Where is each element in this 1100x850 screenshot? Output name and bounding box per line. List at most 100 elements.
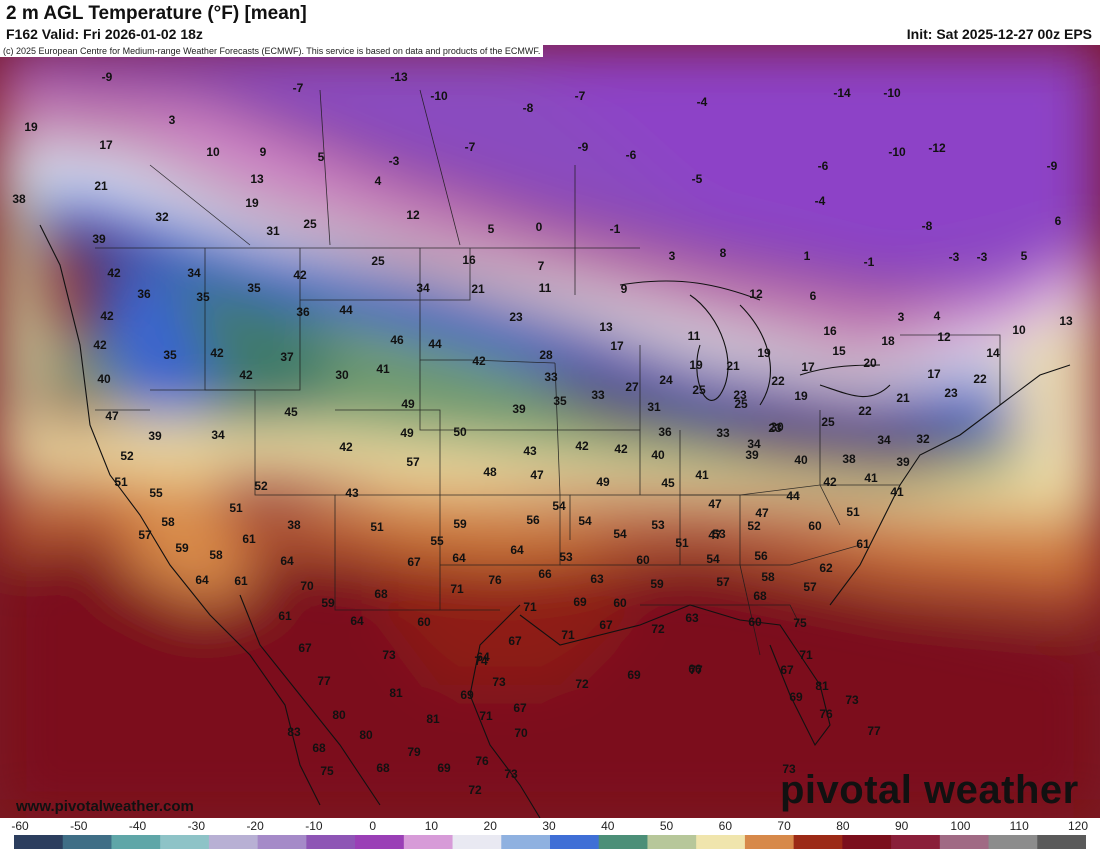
temperature-value: 68 xyxy=(374,587,388,601)
temperature-value: -13 xyxy=(390,70,408,84)
legend-tick-label: 0 xyxy=(369,819,376,833)
temperature-value: 42 xyxy=(93,338,107,352)
temperature-value: -1 xyxy=(864,255,875,269)
temperature-value: 19 xyxy=(245,196,259,210)
temperature-value: -14 xyxy=(833,86,851,100)
temperature-value: 12 xyxy=(937,330,951,344)
temperature-value: 34 xyxy=(211,428,225,442)
temperature-value: 76 xyxy=(819,707,833,721)
map-header: 2 m AGL Temperature (°F) [mean] F162 Val… xyxy=(0,0,1100,45)
legend-color-swatch xyxy=(842,835,892,849)
temperature-value: 67 xyxy=(508,634,522,648)
temperature-value: 33 xyxy=(716,426,730,440)
temperature-value: 16 xyxy=(462,253,476,267)
temperature-value: 8 xyxy=(720,246,727,260)
temperature-value: 15 xyxy=(832,344,846,358)
temperature-value: 36 xyxy=(296,305,310,319)
legend-color-swatch xyxy=(1037,835,1086,849)
temperature-value: 40 xyxy=(794,453,808,467)
temperature-value: -10 xyxy=(883,86,901,100)
temperature-value: 32 xyxy=(155,210,169,224)
temperature-value: 83 xyxy=(287,725,301,739)
init-time: Init: Sat 2025-12-27 00z EPS xyxy=(906,26,1092,42)
temperature-value: 18 xyxy=(881,334,895,348)
temperature-value: 77 xyxy=(317,674,331,688)
temperature-value: 19 xyxy=(24,120,38,134)
temperature-value: 51 xyxy=(114,475,128,489)
temperature-value: 50 xyxy=(453,425,467,439)
temperature-value: 21 xyxy=(896,391,910,405)
temperature-value: 38 xyxy=(842,452,856,466)
temperature-value: 55 xyxy=(430,534,444,548)
temperature-map[interactable]: -9 -7 -13 -10 -8 -7 -4 -14 -10 19 3 17 10 9 5 -3 -7 -9 -6-… xyxy=(0,45,1100,818)
temperature-value: 54 xyxy=(613,527,627,541)
temperature-value: 64 xyxy=(195,573,209,587)
temperature-value: 37 xyxy=(280,350,294,364)
temperature-value: -3 xyxy=(949,250,960,264)
temperature-value: 13 xyxy=(1059,314,1073,328)
temperature-value: 30 xyxy=(770,420,784,434)
temperature-value: 41 xyxy=(864,471,878,485)
temperature-value: 39 xyxy=(745,448,759,462)
temperature-value: 25 xyxy=(692,383,706,397)
legend-ticks: -60 -50 -40 -30 -20 -10 0 10 20 30 40 50 60 70 80 90 100… xyxy=(0,819,1100,833)
temperature-value: 25 xyxy=(371,254,385,268)
temperature-value: 66 xyxy=(538,567,552,581)
temperature-value: -3 xyxy=(389,154,400,168)
legend-tick-label: 40 xyxy=(601,819,615,833)
temperature-value: 47 xyxy=(755,506,769,520)
temperature-value: 20 xyxy=(863,356,877,370)
temperature-value: 64 xyxy=(476,650,490,664)
temperature-value: 69 xyxy=(789,690,803,704)
temperature-value: 51 xyxy=(370,520,384,534)
temperature-value: 71 xyxy=(561,628,575,642)
temperature-value: 34 xyxy=(747,437,761,451)
legend-tick-label: 50 xyxy=(659,819,674,833)
temperature-value: 69 xyxy=(627,668,641,682)
brand-logo: pivotal weather xyxy=(780,768,1079,812)
legend-tick-label: 10 xyxy=(424,819,439,833)
temperature-value: -4 xyxy=(697,95,708,109)
legend-tick-label: -30 xyxy=(187,819,205,833)
temperature-value: 35 xyxy=(163,348,177,362)
temperature-value: 39 xyxy=(512,402,526,416)
temperature-value: -5 xyxy=(692,172,703,186)
temperature-value: -12 xyxy=(928,141,946,155)
temperature-value: 3 xyxy=(898,310,905,324)
temperature-value: 24 xyxy=(659,373,673,387)
temperature-value: 73 xyxy=(782,762,796,776)
temperature-value: 57 xyxy=(803,580,817,594)
legend-tick-label: 120 xyxy=(1067,819,1089,833)
temperature-value: 53 xyxy=(712,527,726,541)
temperature-value: 67 xyxy=(513,701,527,715)
temperature-value: 42 xyxy=(575,439,589,453)
legend-color-swatch xyxy=(598,835,648,849)
website-link[interactable]: www.pivotalweather.com xyxy=(16,798,194,815)
temperature-value: 71 xyxy=(799,648,813,662)
legend-tick-label: -10 xyxy=(305,819,323,833)
temperature-value: 44 xyxy=(428,337,442,351)
temperature-value: 47 xyxy=(105,409,119,423)
temperature-value: 5 xyxy=(1021,249,1028,263)
temperature-value: -4 xyxy=(815,194,826,208)
temperature-value: -6 xyxy=(818,159,829,173)
temperature-value: 54 xyxy=(552,499,566,513)
temperature-value: 73 xyxy=(845,693,859,707)
temperature-value: 64 xyxy=(510,543,524,557)
temperature-value: 59 xyxy=(453,517,467,531)
temperature-value: 25 xyxy=(734,397,748,411)
temperature-value: 72 xyxy=(575,677,589,691)
temperature-value: 77 xyxy=(867,724,881,738)
temperature-value: 19 xyxy=(794,389,808,403)
temperature-value: 51 xyxy=(675,536,689,550)
temperature-value: 17 xyxy=(610,339,624,353)
legend-color-swatch xyxy=(306,835,356,849)
temperature-value: 69 xyxy=(437,761,451,775)
temperature-value: 11 xyxy=(688,329,701,343)
temperature-value: 10 xyxy=(206,145,220,159)
temperature-value: 70 xyxy=(300,579,314,593)
legend-color-swatch xyxy=(257,835,307,849)
temperature-value: 19 xyxy=(689,358,703,372)
temperature-value: 0 xyxy=(536,220,543,234)
temperature-value: 44 xyxy=(339,303,353,317)
